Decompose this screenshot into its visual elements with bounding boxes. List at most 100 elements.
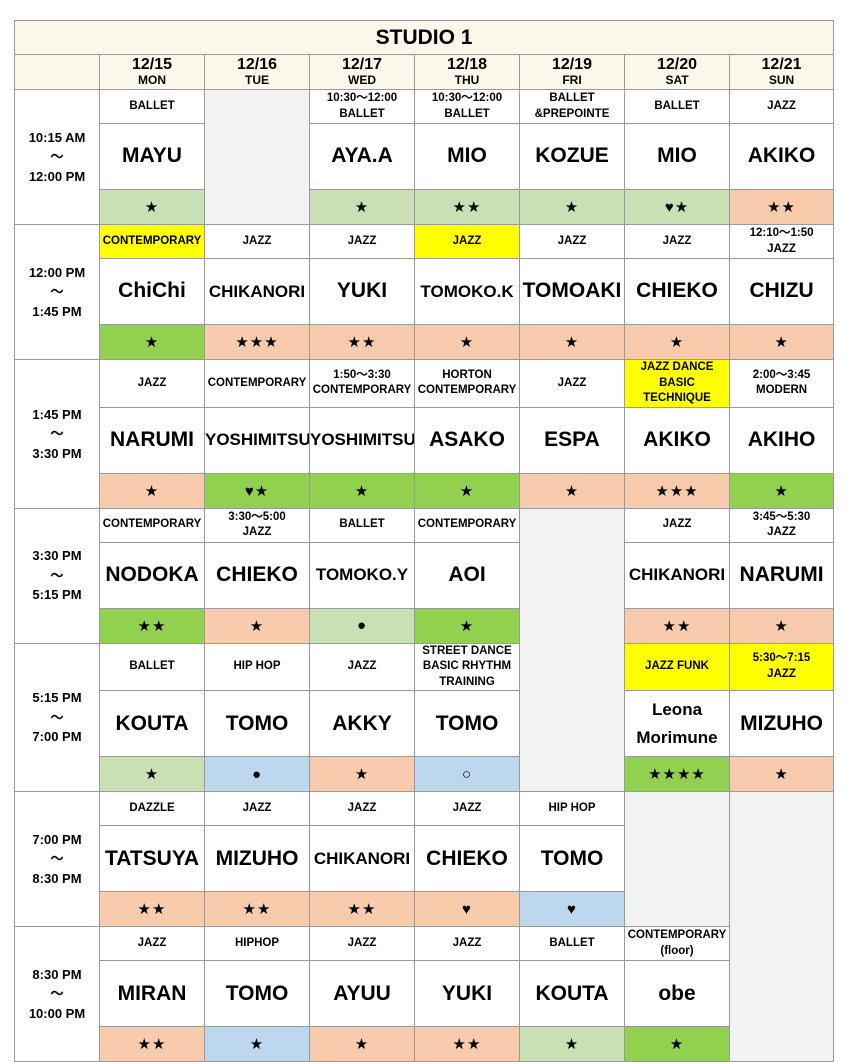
day-of-week: SUN [768, 73, 795, 88]
empty-cell [624, 791, 730, 928]
instructor-name: TOMOKO.K [414, 258, 520, 325]
day-header: 12/18 THU [414, 54, 520, 90]
level-badge: ♥★ [204, 472, 310, 509]
level-badge: ★ [519, 1026, 625, 1062]
level-badge: ★ [728, 324, 835, 360]
time-line: 5:15 PM [32, 690, 82, 706]
genre-line: BALLET [129, 660, 175, 673]
instructor-name: CHIKANORI [309, 825, 415, 893]
genre-line: CONTEMPORARY [417, 518, 517, 531]
level-badge: ★ [309, 189, 415, 225]
time-line: 1:45 PM [32, 303, 82, 319]
instructor-name: CHIZU [728, 258, 835, 325]
class-genre: CONTEMPORARY [99, 224, 205, 259]
genre-line: BALLET [339, 107, 385, 120]
class-genre: JAZZ [204, 224, 310, 259]
time-line: 1:45 PM [32, 406, 82, 422]
genre-line: BALLET [654, 99, 700, 112]
class-genre: JAZZ [204, 791, 310, 827]
genre-line: JAZZ [557, 376, 587, 389]
genre-line: 3:45～5:30 [752, 510, 811, 523]
class-genre: HIP HOP [519, 791, 625, 827]
level-badge: ★★ [99, 891, 205, 928]
instructor-name: TATSUYA [99, 825, 205, 893]
instructor-name: CHIEKO [624, 258, 730, 325]
class-genre: JAZZ [519, 224, 625, 259]
instructor-name: TOMO [204, 960, 310, 1028]
instructor-name: AKIHO [728, 406, 835, 474]
empty-cell [728, 791, 835, 1062]
level-badge: ★ [204, 607, 310, 644]
genre-line: BALLET [339, 518, 385, 531]
instructor-name: ASAKO [414, 406, 520, 474]
genre-line: JAZZ [347, 234, 377, 247]
class-genre: JAZZ DANCE BASIC TECHNIQUE [624, 359, 730, 408]
genre-line: STREET DANCE [422, 644, 512, 657]
instructor-name: NARUMI [728, 541, 835, 609]
genre-line: BALLET [444, 107, 490, 120]
class-genre: DAZZLE [99, 791, 205, 827]
class-genre: 3:45～5:30 JAZZ [728, 507, 835, 543]
class-genre: BALLET [99, 89, 205, 124]
genre-line: DAZZLE [129, 801, 175, 814]
instructor-name: AOI [414, 541, 520, 609]
day-date: 12/21 [761, 56, 802, 74]
class-genre: 2:00～3:45 MODERN [728, 359, 835, 408]
class-genre: JAZZ [99, 926, 205, 962]
class-genre: JAZZ [99, 359, 205, 408]
class-genre: HIPHOP [204, 926, 310, 962]
day-header: 12/21 SUN [728, 54, 835, 90]
level-badge: ★★ [204, 891, 310, 928]
genre-line: BALLET [549, 91, 595, 104]
level-badge: ★★★ [624, 472, 730, 509]
instructor-name: TOMO [519, 825, 625, 893]
instructor-name: ESPA [519, 406, 625, 474]
genre-line: HIPHOP [234, 936, 280, 949]
time-line: 10:00 PM [28, 1005, 86, 1021]
instructor-name: MIO [624, 123, 730, 190]
genre-line: JAZZ [137, 936, 167, 949]
instructor-name: TOMO [204, 690, 310, 758]
genre-line: JAZZ [137, 376, 167, 389]
level-badge: ★ [519, 324, 625, 360]
genre-line: 2:00～3:45 [752, 368, 811, 381]
genre-line: JAZZ [347, 936, 377, 949]
instructor-name: AKIKO [624, 406, 730, 474]
level-badge: ★★ [414, 1026, 520, 1062]
level-badge: ★★★ [204, 324, 310, 360]
instructor-name: YOSHIMITSU [204, 406, 310, 474]
instructor-name: obe [624, 960, 730, 1028]
day-date: 12/20 [656, 56, 698, 74]
genre-line: JAZZ [662, 234, 692, 247]
genre-line: 1:50～3:30 [333, 368, 391, 381]
level-badge: ♥ [414, 891, 520, 928]
genre-line: JAZZ DANCE [640, 361, 714, 373]
level-badge: ★★ [309, 891, 415, 928]
level-badge: ♥ [519, 891, 625, 928]
level-badge: ★ [728, 472, 835, 509]
genre-line: JAZZ [767, 242, 796, 255]
time-line: ～ [50, 709, 64, 725]
instructor-name: YOSHIMITSU [309, 406, 415, 474]
time-line: ～ [50, 149, 64, 165]
level-badge: ★ [99, 472, 205, 509]
class-genre: JAZZ [414, 791, 520, 827]
studio-title: STUDIO 1 [13, 20, 835, 55]
corner-cell [14, 54, 100, 90]
genre-line: HIP HOP [233, 660, 281, 673]
class-genre: JAZZ FUNK [624, 642, 730, 692]
time-line: 3:30 PM [32, 548, 82, 564]
genre-line: BALLET [129, 99, 175, 112]
genre-line: JAZZ [242, 801, 272, 814]
genre-line: JAZZ [767, 99, 796, 112]
level-badge: ★★ [414, 189, 520, 225]
time-slot: 8:30 PM ～ 10:00 PM [14, 926, 100, 1062]
level-badge: ○ [414, 756, 520, 793]
day-header: 12/16 TUE [204, 54, 310, 90]
genre-line: CONTEMPORARY [207, 376, 307, 389]
instructor-name: NARUMI [99, 406, 205, 474]
level-badge: ★ [624, 324, 730, 360]
level-badge: ★★★★ [624, 756, 730, 793]
class-genre: CONTEMPORARY (floor) [624, 926, 730, 962]
time-slot: 1:45 PM ～ 3:30 PM [14, 359, 100, 509]
